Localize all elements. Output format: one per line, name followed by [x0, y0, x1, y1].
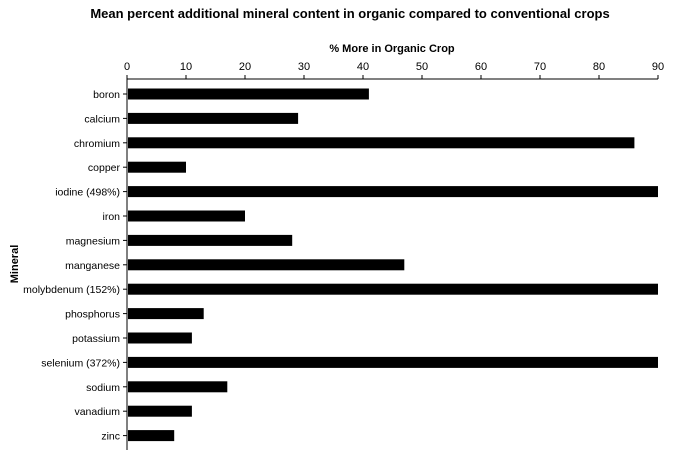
- x-tick-label: 80: [593, 61, 605, 73]
- bar: [128, 381, 228, 393]
- bar: [128, 112, 299, 124]
- bar: [128, 186, 658, 198]
- category-label: chromium: [74, 138, 120, 150]
- chart-title: Mean percent additional mineral content …: [90, 6, 609, 21]
- bar: [128, 210, 245, 222]
- x-tick-label: 10: [180, 61, 192, 73]
- category-label: potassium: [72, 333, 120, 345]
- bar: [128, 405, 192, 417]
- category-label: calcium: [84, 113, 120, 125]
- x-tick-label: 30: [298, 61, 310, 73]
- bars: [128, 88, 658, 442]
- category-label: zinc: [101, 431, 120, 443]
- category-label: selenium (372%): [41, 357, 120, 369]
- x-tick-label: 50: [416, 61, 428, 73]
- category-label: sodium: [86, 382, 120, 394]
- x-tick-label: 40: [357, 61, 369, 73]
- x-tick-label: 90: [652, 61, 664, 73]
- bar: [128, 137, 635, 149]
- category-label: copper: [88, 162, 121, 174]
- category-label: phosphorus: [65, 309, 120, 321]
- y-axis-title: Mineral: [9, 245, 21, 284]
- category-labels: boron calcium chromium copper iodine (498%) i…: [23, 89, 127, 443]
- bar: [128, 356, 658, 368]
- x-tick-label: 70: [534, 61, 546, 73]
- category-label: magnesium: [66, 235, 121, 247]
- category-label: boron: [93, 89, 120, 101]
- x-tick-label: 0: [124, 61, 130, 73]
- category-label: iodine (498%): [55, 187, 120, 199]
- x-tick-label: 60: [475, 61, 487, 73]
- category-label: manganese: [65, 260, 120, 272]
- category-label: iron: [102, 211, 120, 223]
- bar: [128, 234, 293, 246]
- x-axis-ticks: 0 10 20 30 40 50 60 70 80 90: [124, 61, 664, 79]
- bar: [128, 332, 192, 344]
- category-label: vanadium: [74, 406, 120, 418]
- x-axis-title: % More in Organic Crop: [329, 43, 455, 55]
- x-tick-label: 20: [239, 61, 251, 73]
- bar: [128, 430, 175, 442]
- bar: [128, 259, 405, 271]
- category-label: molybdenum (152%): [23, 284, 120, 296]
- bar: [128, 88, 369, 100]
- bar: [128, 283, 658, 295]
- bar: [128, 161, 186, 173]
- bar: [128, 308, 204, 320]
